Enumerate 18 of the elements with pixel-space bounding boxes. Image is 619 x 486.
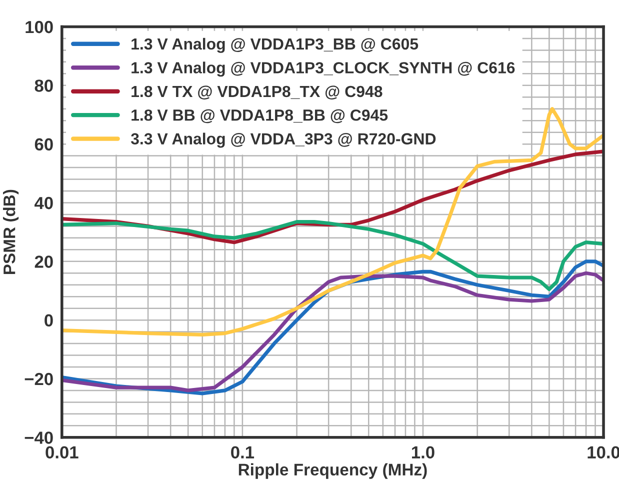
- legend-label: 3.3 V Analog @ VDDA_3P3 @ R720-GND: [130, 132, 436, 148]
- legend-label: 1.3 V Analog @ VDDA1P3_CLOCK_SYNTH @ C616: [132, 62, 515, 77]
- legend-label: 1.8 V TX @ VDDA1P8_TX @ C948: [132, 86, 382, 100]
- y-tick-label: −20: [24, 372, 53, 386]
- y-tick-label: 20: [34, 256, 53, 268]
- y-tick-label: 40: [34, 196, 53, 210]
- y-tick-label: 0: [44, 314, 53, 327]
- legend-label: 1.3 V Analog @ VDDA1P3_BB @ C605: [132, 38, 418, 53]
- y-tick-label: 80: [34, 80, 53, 92]
- x-tick-label: 0.1: [231, 446, 254, 458]
- y-tick-label: −40: [24, 432, 53, 444]
- x-tick-label: 0.01: [46, 446, 78, 458]
- x-tick-label: 1.0: [412, 446, 434, 458]
- legend-label: 1.8 V BB @ VDDA1P8_BB @ C945: [132, 109, 388, 124]
- y-tick-label: 100: [26, 20, 53, 34]
- y-tick-label: 60: [34, 138, 53, 151]
- y-axis-title: PSMR (dB): [3, 190, 19, 274]
- x-axis-title: Ripple Frequency (MHz): [238, 463, 427, 479]
